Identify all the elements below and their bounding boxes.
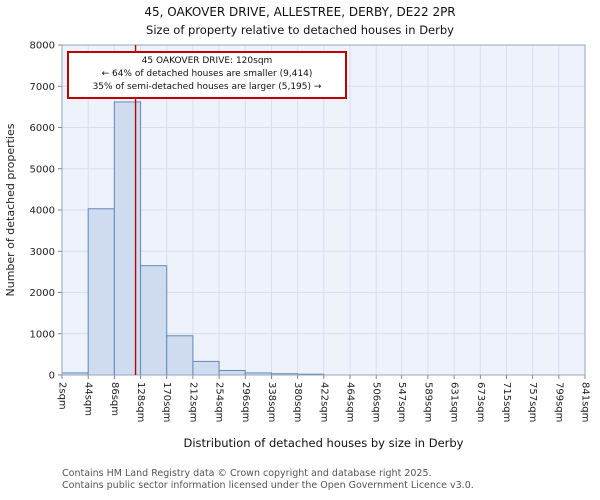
svg-text:464sqm: 464sqm	[344, 382, 355, 422]
footer-line-1: Contains HM Land Registry data © Crown c…	[62, 468, 432, 479]
svg-text:Number of detached properties: Number of detached properties	[4, 123, 17, 296]
svg-text:4000: 4000	[30, 206, 55, 217]
svg-text:380sqm: 380sqm	[292, 382, 303, 422]
svg-text:6000: 6000	[30, 123, 55, 134]
svg-text:3000: 3000	[30, 247, 55, 258]
annotation-property-line: 45 OAKOVER DRIVE: 120sqm	[141, 56, 273, 66]
svg-text:Distribution of detached house: Distribution of detached houses by size …	[183, 436, 463, 450]
svg-text:547sqm: 547sqm	[396, 382, 407, 422]
svg-text:296sqm: 296sqm	[240, 382, 251, 422]
svg-text:1000: 1000	[30, 329, 55, 340]
svg-text:5000: 5000	[30, 164, 55, 175]
footer-line-2: Contains public sector information licen…	[62, 479, 474, 491]
svg-text:44sqm: 44sqm	[83, 382, 94, 416]
svg-text:422sqm: 422sqm	[318, 382, 329, 422]
annotation-larger-line: 35% of semi-detached houses are larger (…	[92, 82, 322, 93]
svg-text:506sqm: 506sqm	[371, 382, 382, 422]
svg-text:128sqm: 128sqm	[135, 382, 146, 422]
svg-text:254sqm: 254sqm	[214, 382, 225, 422]
svg-text:841sqm: 841sqm	[580, 382, 591, 422]
svg-text:2000: 2000	[30, 288, 55, 299]
svg-text:799sqm: 799sqm	[553, 382, 564, 422]
histogram-chart: 0 1000 2000 3000 4000 5000 6000 7000 8000 2sqm 44s…	[4, 41, 591, 451]
svg-text:631sqm: 631sqm	[449, 382, 460, 422]
svg-text:2sqm: 2sqm	[57, 382, 68, 410]
svg-text:715sqm: 715sqm	[501, 382, 512, 422]
svg-text:86sqm: 86sqm	[109, 382, 120, 416]
svg-text:170sqm: 170sqm	[161, 382, 172, 422]
svg-text:212sqm: 212sqm	[187, 382, 198, 422]
svg-text:589sqm: 589sqm	[422, 382, 433, 422]
svg-text:8000: 8000	[30, 41, 55, 52]
svg-text:338sqm: 338sqm	[266, 382, 277, 422]
chart-subtitle: Size of property relative to detached ho…	[146, 23, 454, 37]
annotation-smaller-line: ← 64% of detached houses are smaller (9,…	[101, 69, 313, 80]
svg-text:757sqm: 757sqm	[527, 382, 538, 422]
footer: Contains HM Land Registry data © Crown c…	[62, 468, 474, 492]
svg-text:7000: 7000	[30, 82, 55, 93]
chart-title: 45, OAKOVER DRIVE, ALLESTREE, DERBY, DE2…	[144, 5, 456, 19]
marker-annotation-box: 45 OAKOVER DRIVE: 120sqm ← 64% of detach…	[67, 51, 347, 100]
svg-text:0: 0	[49, 371, 55, 382]
svg-text:673sqm: 673sqm	[475, 382, 486, 422]
